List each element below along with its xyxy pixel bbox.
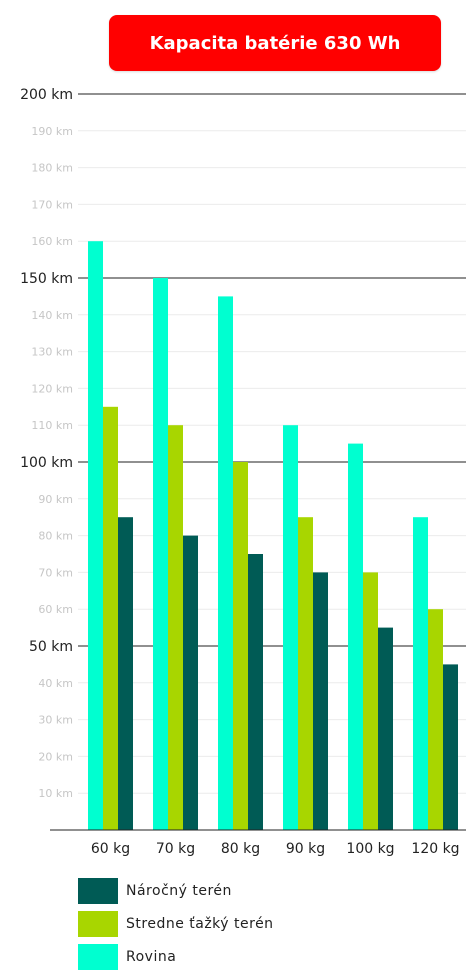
bar-1-3 xyxy=(298,517,313,830)
bar-2-0 xyxy=(118,517,133,830)
y-tick-label-minor: 70 km xyxy=(38,566,73,579)
y-tick-label-major: 150 km xyxy=(20,271,73,287)
bar-chart: 10 km 20 km 30 km 40 km 60 km 70 km 80 km 90 km… xyxy=(20,87,466,857)
bar-1-2 xyxy=(233,462,248,830)
legend-swatch-rovina xyxy=(78,944,118,970)
legend-item-stredne: Stredne ťažký terén xyxy=(78,908,274,940)
legend-label-rovina: Rovina xyxy=(126,949,177,965)
legend-item-rovina: Rovina xyxy=(78,941,274,973)
x-tick-label: 60 kg xyxy=(91,841,130,857)
legend-swatch-narocny xyxy=(78,878,118,904)
legend-item-narocny: Náročný terén xyxy=(78,875,274,907)
legend-swatch-stredne xyxy=(78,911,118,937)
x-tick-label: 90 kg xyxy=(286,841,325,857)
chart-title: Kapacita batérie 630 Wh xyxy=(109,15,441,71)
y-tick-label-minor: 140 km xyxy=(31,309,73,322)
bar-1-0 xyxy=(103,406,118,830)
y-tick-label-minor: 90 km xyxy=(38,493,73,506)
y-tick-label-minor: 10 km xyxy=(38,787,73,800)
y-tick-label-minor: 20 km xyxy=(38,750,73,763)
y-tick-label-minor: 30 km xyxy=(38,714,73,727)
x-tick-label: 70 kg xyxy=(156,841,195,857)
y-tick-label-major: 50 km xyxy=(29,639,73,655)
legend-label-narocny: Náročný terén xyxy=(126,883,232,899)
y-tick-label-major: 100 km xyxy=(20,455,73,471)
bar-0-5 xyxy=(413,517,428,830)
bar-0-2 xyxy=(218,296,233,830)
y-tick-label-minor: 180 km xyxy=(31,162,73,175)
bar-2-3 xyxy=(313,572,328,830)
y-tick-label-major: 200 km xyxy=(20,87,73,103)
x-tick-label: 120 kg xyxy=(411,841,459,857)
legend: Náročný terén Stredne ťažký terén Rovina xyxy=(78,875,274,974)
y-tick-label-minor: 60 km xyxy=(38,603,73,616)
y-tick-label-minor: 160 km xyxy=(31,235,73,248)
y-tick-label-minor: 40 km xyxy=(38,677,73,690)
y-tick-label-minor: 80 km xyxy=(38,530,73,543)
bar-0-1 xyxy=(153,278,168,830)
bar-0-0 xyxy=(88,241,103,830)
x-tick-label: 100 kg xyxy=(346,841,394,857)
y-tick-label-minor: 170 km xyxy=(31,198,73,211)
y-tick-label-minor: 130 km xyxy=(31,346,73,359)
bar-1-5 xyxy=(428,609,443,830)
bar-1-1 xyxy=(168,425,183,830)
bar-2-1 xyxy=(183,535,198,830)
legend-label-stredne: Stredne ťažký terén xyxy=(126,916,274,932)
bar-0-4 xyxy=(348,443,363,830)
x-tick-label: 80 kg xyxy=(221,841,260,857)
bar-0-3 xyxy=(283,425,298,830)
bar-2-5 xyxy=(443,664,458,830)
bar-2-2 xyxy=(248,554,263,830)
bar-1-4 xyxy=(363,572,378,830)
y-tick-label-minor: 190 km xyxy=(31,125,73,138)
y-tick-label-minor: 110 km xyxy=(31,419,73,432)
bar-2-4 xyxy=(378,627,393,830)
y-tick-label-minor: 120 km xyxy=(31,382,73,395)
